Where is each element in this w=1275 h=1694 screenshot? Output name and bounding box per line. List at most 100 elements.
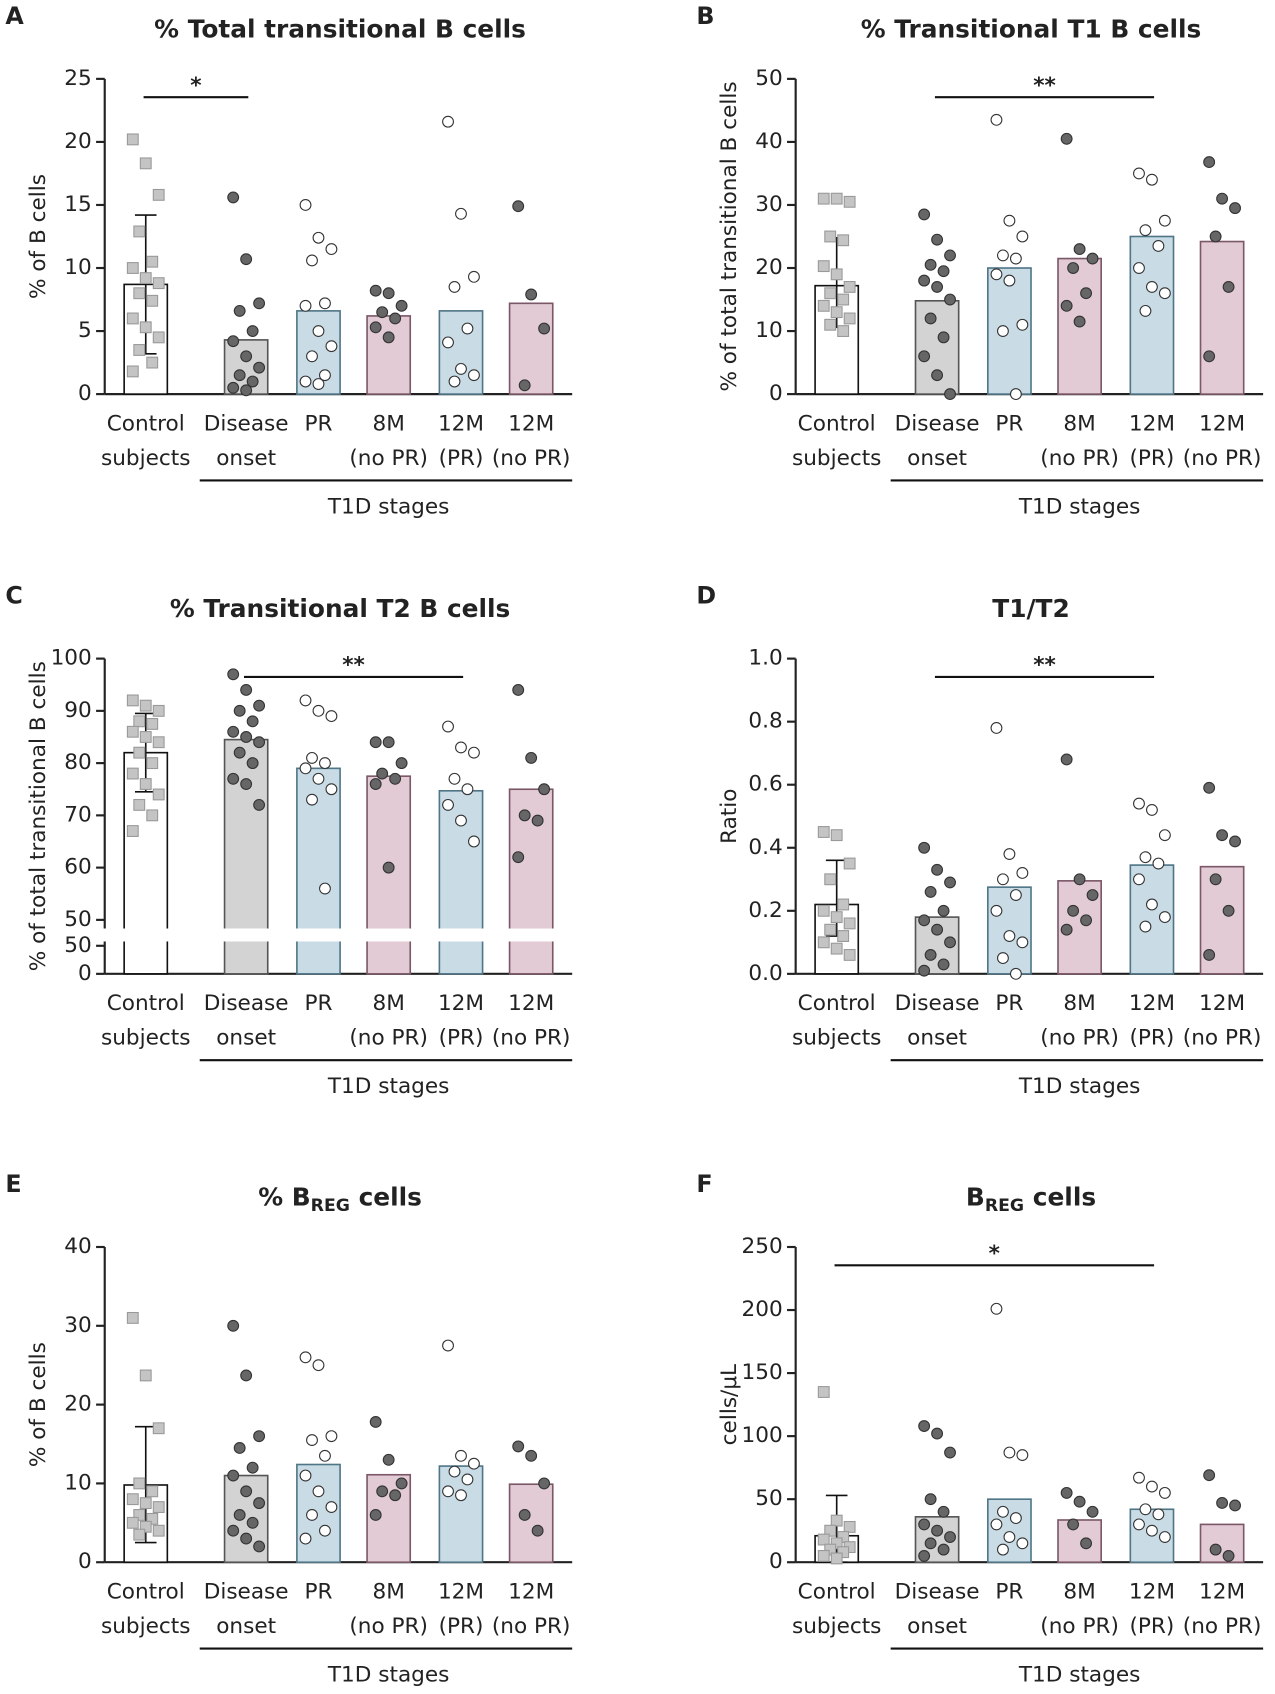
- x-tick-label: (PR): [1130, 1026, 1175, 1051]
- data-point: [468, 270, 480, 283]
- data-point: [146, 255, 159, 268]
- data-point: [369, 736, 382, 749]
- data-point: [1158, 911, 1171, 924]
- y-tick-label: 250: [742, 1234, 783, 1259]
- data-point: [824, 1543, 837, 1556]
- data-point: [531, 814, 544, 827]
- data-point: [1139, 224, 1152, 237]
- data-point: [227, 191, 240, 204]
- data-point: [1133, 167, 1145, 180]
- panel: T1/T2 D Ratio 0.0 0.2 0.4 0.6 0.8 1.0 Control subj…: [696, 582, 1264, 1099]
- data-point: [253, 1430, 266, 1443]
- data-point: [319, 297, 331, 310]
- data-point: [455, 362, 467, 375]
- data-point: [139, 272, 152, 285]
- data-point: [1133, 262, 1145, 274]
- title-tail: cells: [350, 1182, 422, 1211]
- data-point: [924, 258, 937, 271]
- data-point: [817, 936, 830, 949]
- data-point: [139, 778, 152, 790]
- data-point: [312, 772, 325, 785]
- x-tick-label: 12M: [438, 1579, 484, 1604]
- data-point: [455, 814, 467, 827]
- y-tick-label: 100: [51, 646, 92, 671]
- data-point: [1009, 1512, 1022, 1525]
- data-point: [1003, 214, 1016, 227]
- x-tick-label: 12M: [438, 411, 484, 436]
- data-point: [126, 365, 139, 378]
- data-point: [1133, 797, 1145, 810]
- data-point: [990, 113, 1003, 126]
- data-point: [843, 857, 856, 870]
- x-tick-label: onset: [907, 1614, 967, 1639]
- data-point: [319, 369, 331, 382]
- data-point: [817, 260, 830, 273]
- data-point: [518, 379, 531, 392]
- y-tick-label: 70: [64, 802, 91, 827]
- x-tick-label: Control: [798, 411, 876, 436]
- x-tick-label: (no PR): [492, 446, 571, 471]
- data-point: [306, 254, 318, 267]
- y-tick-label: 50: [755, 66, 782, 91]
- data-point: [1009, 252, 1022, 265]
- significance-label: **: [1033, 73, 1056, 98]
- data-point: [518, 809, 531, 822]
- data-point: [325, 710, 338, 723]
- data-point: [843, 280, 856, 293]
- bar: [987, 1498, 1032, 1564]
- data-point: [817, 1533, 830, 1546]
- data-point: [461, 1473, 474, 1486]
- data-point: [837, 1531, 850, 1543]
- data-point: [227, 335, 240, 348]
- x-tick-label: Control: [107, 411, 185, 436]
- data-point: [389, 312, 402, 325]
- data-point: [152, 1422, 165, 1435]
- data-point: [843, 312, 856, 325]
- bar: [438, 310, 484, 395]
- data-point: [325, 1501, 338, 1514]
- data-point: [1139, 920, 1152, 933]
- data-point: [924, 1493, 937, 1506]
- data-point: [1145, 280, 1158, 293]
- data-point: [1133, 1518, 1145, 1531]
- data-point: [1073, 1495, 1086, 1508]
- data-point: [126, 767, 139, 780]
- data-point: [152, 277, 165, 290]
- data-point: [512, 200, 525, 213]
- chart-title: % Total transitional B cells: [154, 14, 526, 43]
- x-tick-label: (PR): [439, 1614, 484, 1639]
- data-point: [817, 904, 830, 917]
- x-tick-label: (no PR): [1183, 1614, 1262, 1639]
- data-point: [299, 299, 312, 312]
- data-point: [1145, 173, 1158, 186]
- data-point: [1203, 156, 1216, 169]
- data-point: [918, 914, 931, 927]
- data-point: [139, 157, 152, 170]
- x-tick-label: 12M: [1129, 1579, 1175, 1604]
- data-point: [944, 936, 956, 949]
- y-tick-label: 30: [755, 192, 782, 217]
- data-point: [1003, 848, 1016, 860]
- data-point: [126, 262, 139, 274]
- data-point: [442, 336, 454, 349]
- x-tick-label: 8M: [1063, 1579, 1095, 1604]
- data-point: [240, 778, 253, 790]
- data-point: [1145, 898, 1158, 911]
- data-point: [382, 331, 395, 344]
- data-point: [240, 1485, 253, 1498]
- data-point: [512, 1440, 525, 1453]
- data-point: [1067, 1518, 1080, 1531]
- group-label: T1D stages: [327, 494, 450, 519]
- data-point: [1203, 350, 1216, 363]
- data-point: [944, 1531, 956, 1543]
- x-tick-label: PR: [304, 991, 332, 1016]
- data-point: [830, 942, 843, 955]
- data-point: [918, 274, 931, 287]
- data-point: [382, 861, 395, 874]
- data-point: [312, 1485, 325, 1498]
- data-point: [997, 325, 1009, 338]
- data-point: [448, 280, 461, 293]
- data-point: [312, 378, 325, 390]
- x-tick-label: subjects: [792, 1614, 881, 1639]
- x-tick-label: PR: [995, 411, 1023, 436]
